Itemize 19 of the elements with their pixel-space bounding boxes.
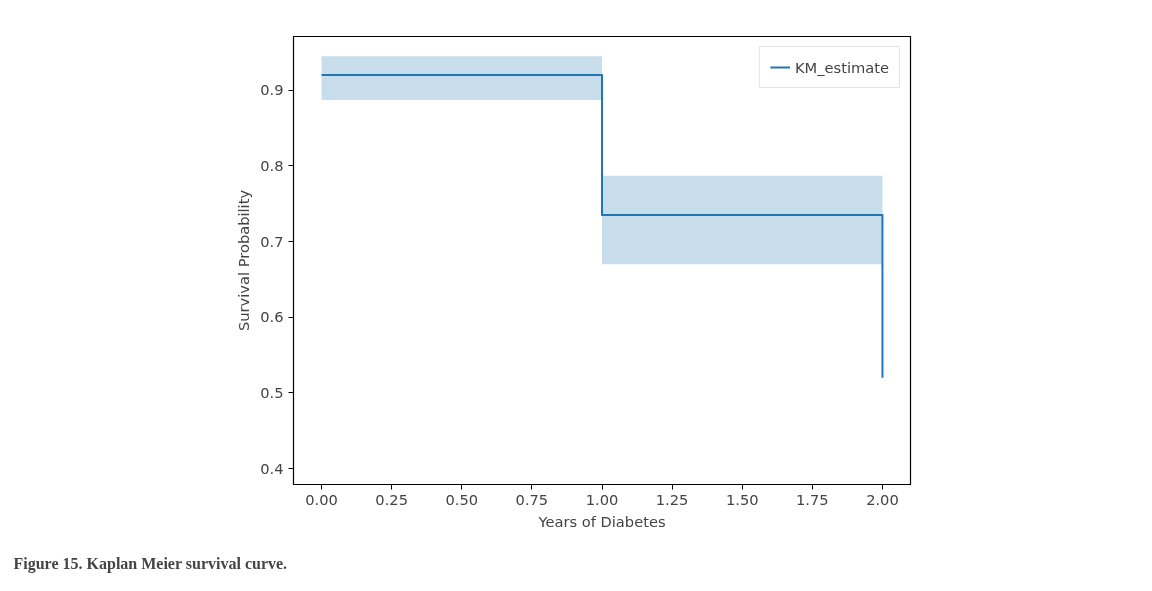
y-tick-label: 0.7 <box>260 232 284 250</box>
x-tick-label: 0.00 <box>305 490 338 508</box>
x-tick-label: 1.50 <box>725 490 759 508</box>
x-tick-label: 1.25 <box>655 490 689 508</box>
x-tick-label: 1.75 <box>796 490 829 508</box>
caption: Figure 15. Kaplan Meier survival curve. <box>13 554 288 573</box>
legend-label: KM_estimate <box>794 58 889 76</box>
x-tick-label: 0.75 <box>515 490 549 508</box>
y-tick-label: 0.9 <box>260 81 284 99</box>
x-tick-label: 2.00 <box>866 490 899 508</box>
y-tick-label: 0.4 <box>260 459 284 477</box>
x-tick-label: 1.00 <box>585 490 619 508</box>
x-tick-label: 0.25 <box>375 490 408 508</box>
y-tick-label: 0.6 <box>260 308 284 326</box>
y-tick-label: 0.8 <box>260 156 284 174</box>
x-axis-title: Years of Diabetes <box>537 512 666 530</box>
x-tick-label: 0.50 <box>445 490 479 508</box>
y-tick-label: 0.5 <box>260 383 284 401</box>
y-axis-title: Survival Probability <box>235 189 253 332</box>
